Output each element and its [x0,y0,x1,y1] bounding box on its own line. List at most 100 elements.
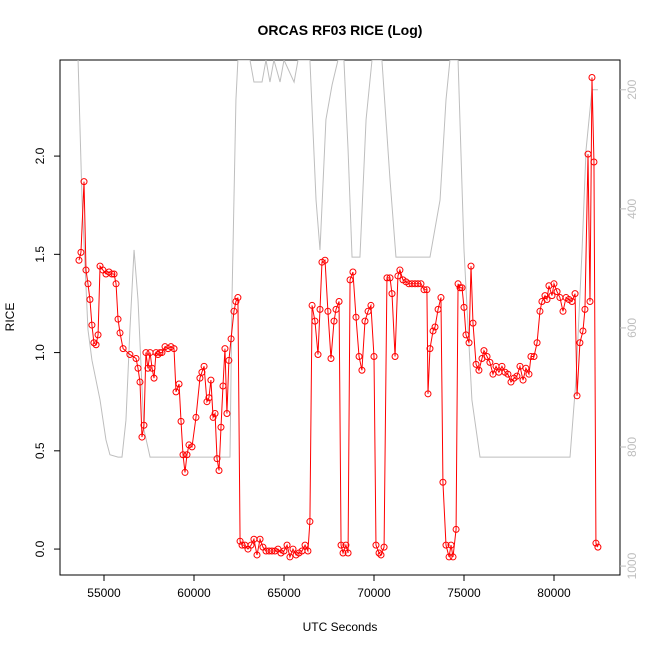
point [223,409,231,417]
point [467,262,475,270]
point [349,268,357,276]
point [211,409,219,417]
point [256,535,264,543]
y-tick-label: 0.0 [33,540,47,557]
chart-title: ORCAS RF03 RICE (Log) [258,22,423,38]
point [330,317,338,325]
point [311,317,319,325]
point [498,362,506,370]
point [581,305,589,313]
point [361,317,369,325]
point [196,374,204,382]
point [449,553,457,561]
point [458,284,466,292]
point [489,370,497,378]
point [227,335,235,343]
point [584,150,592,158]
point [134,364,142,372]
point [280,547,288,555]
point [462,331,470,339]
point [414,280,422,288]
x-tick-label: 60000 [177,586,211,600]
point [205,394,213,402]
y-tick-label: 1.0 [33,344,47,361]
point [391,353,399,361]
point [375,549,383,557]
point [429,327,437,335]
point [454,280,462,288]
point [181,468,189,476]
point [289,545,297,553]
point [370,353,378,361]
point [367,301,375,309]
point [383,274,391,282]
point [170,345,178,353]
point [592,539,600,547]
point [321,256,329,264]
point [144,364,152,372]
point [568,297,576,305]
y-tick-label: 1.5 [33,246,47,263]
point [198,368,206,376]
point [447,541,455,549]
point [344,549,352,557]
point [232,297,240,305]
point [588,73,596,81]
point [108,270,116,278]
x-tick-label: 65000 [267,586,301,600]
point [225,356,233,364]
y-tick-label: 2.0 [33,147,47,164]
point [86,296,94,304]
point [522,364,530,372]
point [175,380,183,388]
x-axis-label: UTC Seconds [303,620,378,634]
point [590,158,598,166]
point [396,266,404,274]
point [579,327,587,335]
point [158,349,166,357]
point [559,307,567,315]
point [219,382,227,390]
point [386,274,394,282]
point [200,362,208,370]
point [472,360,480,368]
point [304,547,312,555]
point [576,339,584,347]
x-tick-label: 80000 [537,586,571,600]
point [456,284,464,292]
y2-tick-label: 400 [625,199,639,219]
point [352,313,360,321]
point [316,305,324,313]
point [238,541,246,549]
point [553,288,561,296]
x-tick-label: 75000 [447,586,481,600]
point [548,292,556,300]
plot-frame [59,59,621,576]
point [209,413,217,421]
point [112,280,120,288]
point [335,297,343,305]
point [75,256,83,264]
y2-tick-label: 200 [625,79,639,99]
point [94,331,102,339]
point [82,266,90,274]
point [308,301,316,309]
point [423,286,431,294]
x-tick-label: 55000 [87,586,121,600]
point [192,413,200,421]
point [434,305,442,313]
point [84,280,92,288]
point [156,349,164,357]
point [358,366,366,374]
point [138,433,146,441]
point [332,305,340,313]
point [516,362,524,370]
plot-area [75,60,602,561]
point [465,339,473,347]
point [586,297,594,305]
point [513,372,521,380]
point [314,351,322,359]
point [380,543,388,551]
point [136,378,144,386]
